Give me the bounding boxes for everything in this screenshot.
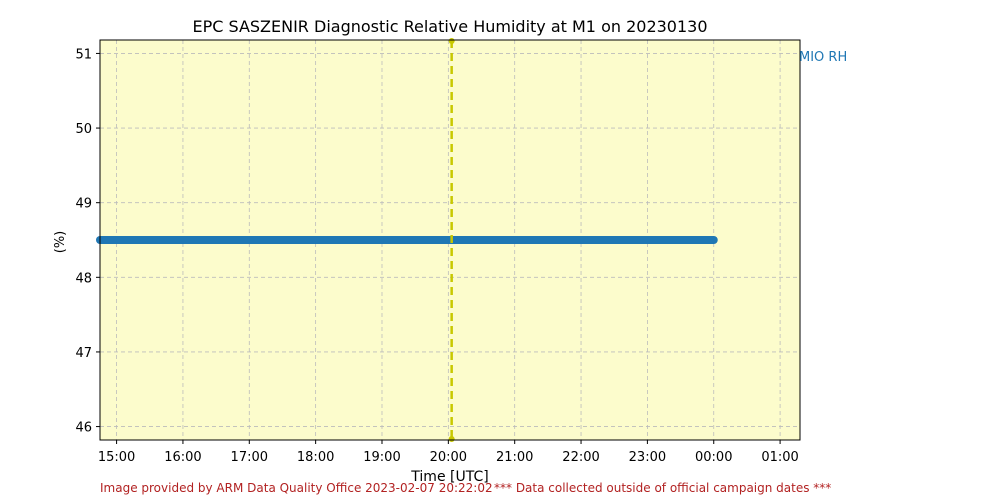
x-tick-label: 19:00 [363,450,400,465]
y-tick-label: 50 [75,122,92,137]
y-tick-label: 46 [75,421,92,436]
y-axis: 46 47 48 49 50 51 [75,47,100,436]
y-tick-label: 47 [75,346,92,361]
x-axis: 15:00 16:00 17:00 18:00 19:00 20:00 21:00 22:00… [98,440,799,465]
x-tick-label: 21:00 [496,450,533,465]
x-tick-label: 16:00 [164,450,201,465]
x-tick-label: 17:00 [231,450,268,465]
legend-series-label: MIO RH [799,50,847,65]
y-tick-label: 49 [75,197,92,212]
x-tick-label: 18:00 [297,450,334,465]
footer-credit: Image provided by ARM Data Quality Offic… [100,481,493,495]
vertical-marker-bottom-dot [448,436,455,442]
vertical-marker-top-dot [448,38,455,44]
x-tick-label: 15:00 [98,450,135,465]
x-tick-label: 20:00 [430,450,467,465]
y-tick-label: 48 [75,271,92,286]
x-axis-label: Time [UTC] [410,469,488,485]
y-tick-label: 51 [75,47,92,62]
x-tick-label: 01:00 [761,450,798,465]
x-tick-label: 23:00 [629,450,666,465]
plot-frame [99,39,801,441]
footer-note: *** Data collected outside of official c… [494,481,832,495]
y-axis-label: (%) [53,231,68,254]
x-tick-label: 00:00 [695,450,732,465]
x-tick-label: 22:00 [562,450,599,465]
chart-title: EPC SASZENIR Diagnostic Relative Humidit… [192,17,707,36]
